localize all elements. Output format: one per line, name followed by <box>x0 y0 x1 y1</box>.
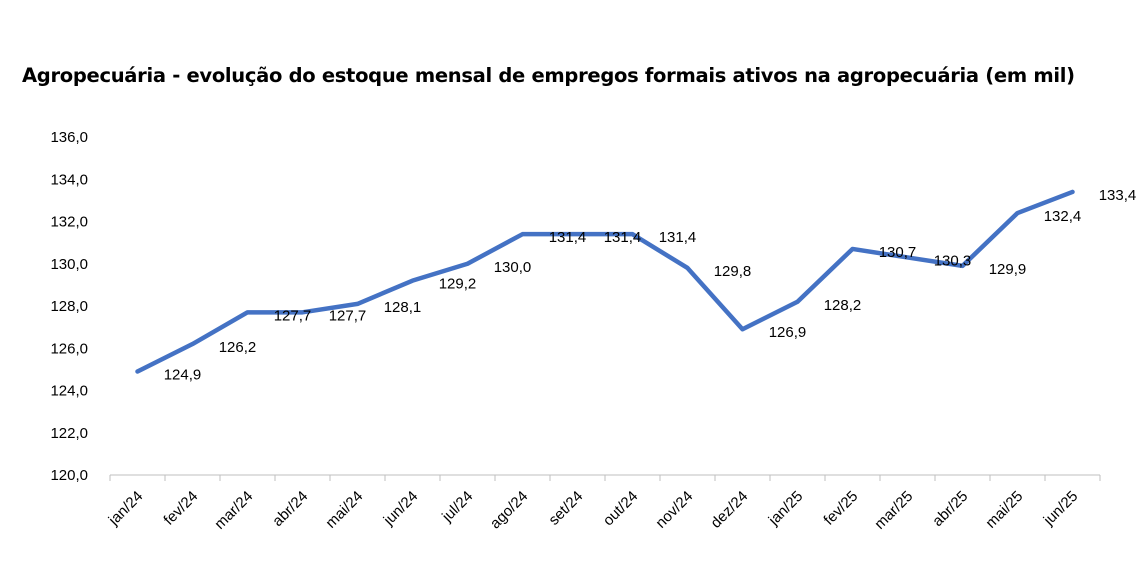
y-tick-label: 130,0 <box>50 256 88 273</box>
x-tick-label: fev/24 <box>160 488 201 529</box>
x-tick-label: abr/25 <box>929 488 971 530</box>
data-label: 131,4 <box>549 229 587 246</box>
x-tick-label: fev/25 <box>820 488 861 529</box>
data-label: 127,7 <box>329 307 367 324</box>
x-tick-label: mar/25 <box>871 488 916 533</box>
data-label: 131,4 <box>604 229 642 246</box>
y-tick-label: 126,0 <box>50 340 88 357</box>
x-tick-label: set/24 <box>545 488 586 529</box>
y-tick-label: 136,0 <box>50 129 88 146</box>
data-label: 128,2 <box>824 297 862 314</box>
data-label: 133,4 <box>1099 187 1137 204</box>
data-label: 131,4 <box>659 229 697 246</box>
x-tick-label: abr/24 <box>269 488 311 530</box>
data-label: 128,1 <box>384 299 422 316</box>
data-label: 130,0 <box>494 259 532 276</box>
data-label: 129,2 <box>439 276 477 293</box>
y-tick-label: 120,0 <box>50 467 88 484</box>
data-label: 129,8 <box>714 263 752 280</box>
data-label: 130,7 <box>879 244 917 261</box>
x-tick-label: jun/24 <box>380 488 422 530</box>
chart-title: Agropecuária - evolução do estoque mensa… <box>22 64 1075 87</box>
y-tick-label: 122,0 <box>50 425 88 442</box>
y-tick-label: 124,0 <box>50 383 88 400</box>
data-label: 130,3 <box>934 252 972 269</box>
data-label: 124,9 <box>164 366 202 383</box>
x-tick-label: mai/25 <box>982 488 1026 532</box>
data-label: 126,9 <box>769 324 807 341</box>
x-tick-label: ago/24 <box>487 488 531 532</box>
x-tick-label: jan/24 <box>105 488 147 530</box>
x-tick-label: jun/25 <box>1040 488 1082 530</box>
x-tick-label: dez/24 <box>707 488 751 532</box>
x-tick-label: mar/24 <box>211 488 256 533</box>
x-tick-label: jul/24 <box>438 488 476 526</box>
x-tick-label: nov/24 <box>652 488 696 532</box>
y-tick-label: 132,0 <box>50 214 88 231</box>
x-tick-label: jan/25 <box>765 488 807 530</box>
data-label: 129,9 <box>989 261 1027 278</box>
x-tick-label: mai/24 <box>322 488 366 532</box>
series-line <box>135 189 1075 374</box>
data-label: 127,7 <box>274 307 312 324</box>
x-tick-label: out/24 <box>600 488 642 530</box>
y-tick-label: 128,0 <box>50 298 88 315</box>
data-label: 126,2 <box>219 339 257 356</box>
data-label: 132,4 <box>1044 208 1082 225</box>
y-tick-label: 134,0 <box>50 171 88 188</box>
